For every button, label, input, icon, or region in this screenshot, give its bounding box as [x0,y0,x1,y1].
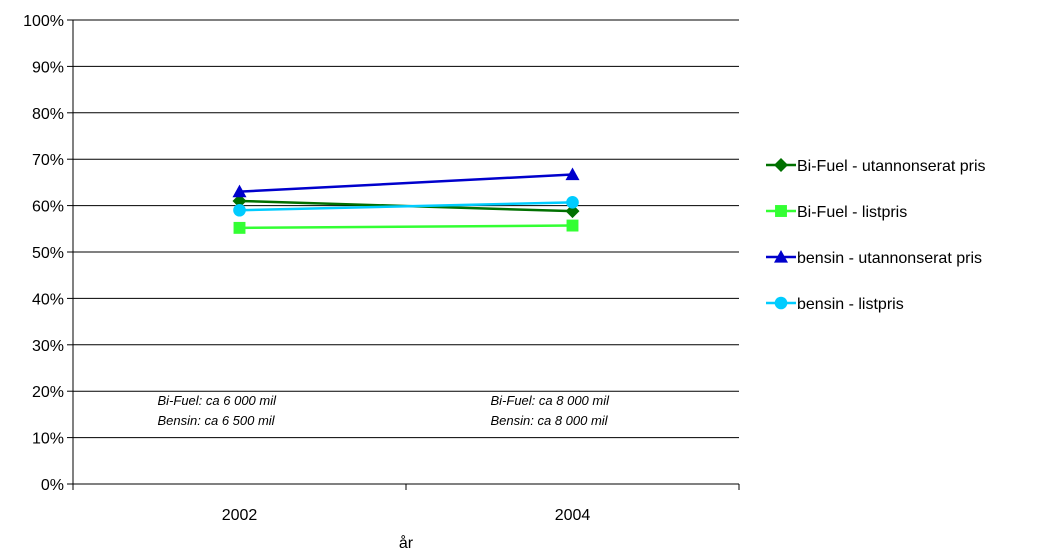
y-tick-label: 80% [32,106,64,123]
annotation-text: Bensin: ca 6 500 mil [158,413,276,428]
x-tick-label: 2004 [555,507,591,524]
legend-item[interactable]: bensin - utannonserat pris [766,250,982,267]
y-tick-label: 90% [32,59,64,76]
y-tick-label: 100% [23,13,64,30]
y-tick-label: 30% [32,338,64,355]
y-tick-label: 40% [32,291,64,308]
legend-marker [774,250,788,263]
grid-lines [73,19,739,439]
annotation-text: Bensin: ca 8 000 mil [491,413,609,428]
series-line [239,173,573,193]
data-point [566,219,579,232]
legend-label: bensin - utannonserat pris [797,250,982,267]
series-lines [232,167,580,234]
series-line [239,224,573,230]
data-point [232,193,247,208]
data-point [566,196,579,209]
x-axis-title: år [399,534,414,552]
legend-marker [774,158,788,172]
annotations: Bi-Fuel: ca 6 000 mil Bensin: ca 6 500 mi… [158,393,611,428]
x-axis-ticks: 2002 2004 [72,484,740,524]
legend-item[interactable]: Bi-Fuel - listpris [766,204,907,221]
data-point [232,184,247,198]
y-tick-label: 70% [32,152,64,169]
y-tick-label: 20% [32,384,64,401]
legend-marker [774,296,788,310]
y-tick-label: 60% [32,199,64,216]
legend-label: Bi-Fuel - listpris [797,204,907,221]
y-tick-label: 50% [32,245,64,262]
annotation-text: Bi-Fuel: ca 8 000 mil [491,393,611,408]
y-tick-label: 0% [41,477,64,494]
legend-label: bensin - listpris [797,296,904,313]
legend[interactable]: Bi-Fuel - utannonserat pris Bi-Fuel - lis… [766,158,986,313]
data-point [233,203,246,217]
legend-label: Bi-Fuel - utannonserat pris [797,158,986,175]
data-point [565,204,580,219]
legend-marker [775,205,787,217]
series-line [239,201,573,212]
legend-item[interactable]: Bi-Fuel - utannonserat pris [766,158,986,175]
legend-item[interactable]: bensin - listpris [766,296,904,313]
annotation-text: Bi-Fuel: ca 6 000 mil [158,393,278,408]
x-tick-label: 2002 [222,507,258,524]
y-axis-ticks: 0% 10% 20% 30% 40% 50% 60% 70% 80% 90% 100% [23,13,73,494]
data-point [565,167,580,181]
y-tick-label: 10% [32,431,64,448]
data-point [233,221,246,234]
